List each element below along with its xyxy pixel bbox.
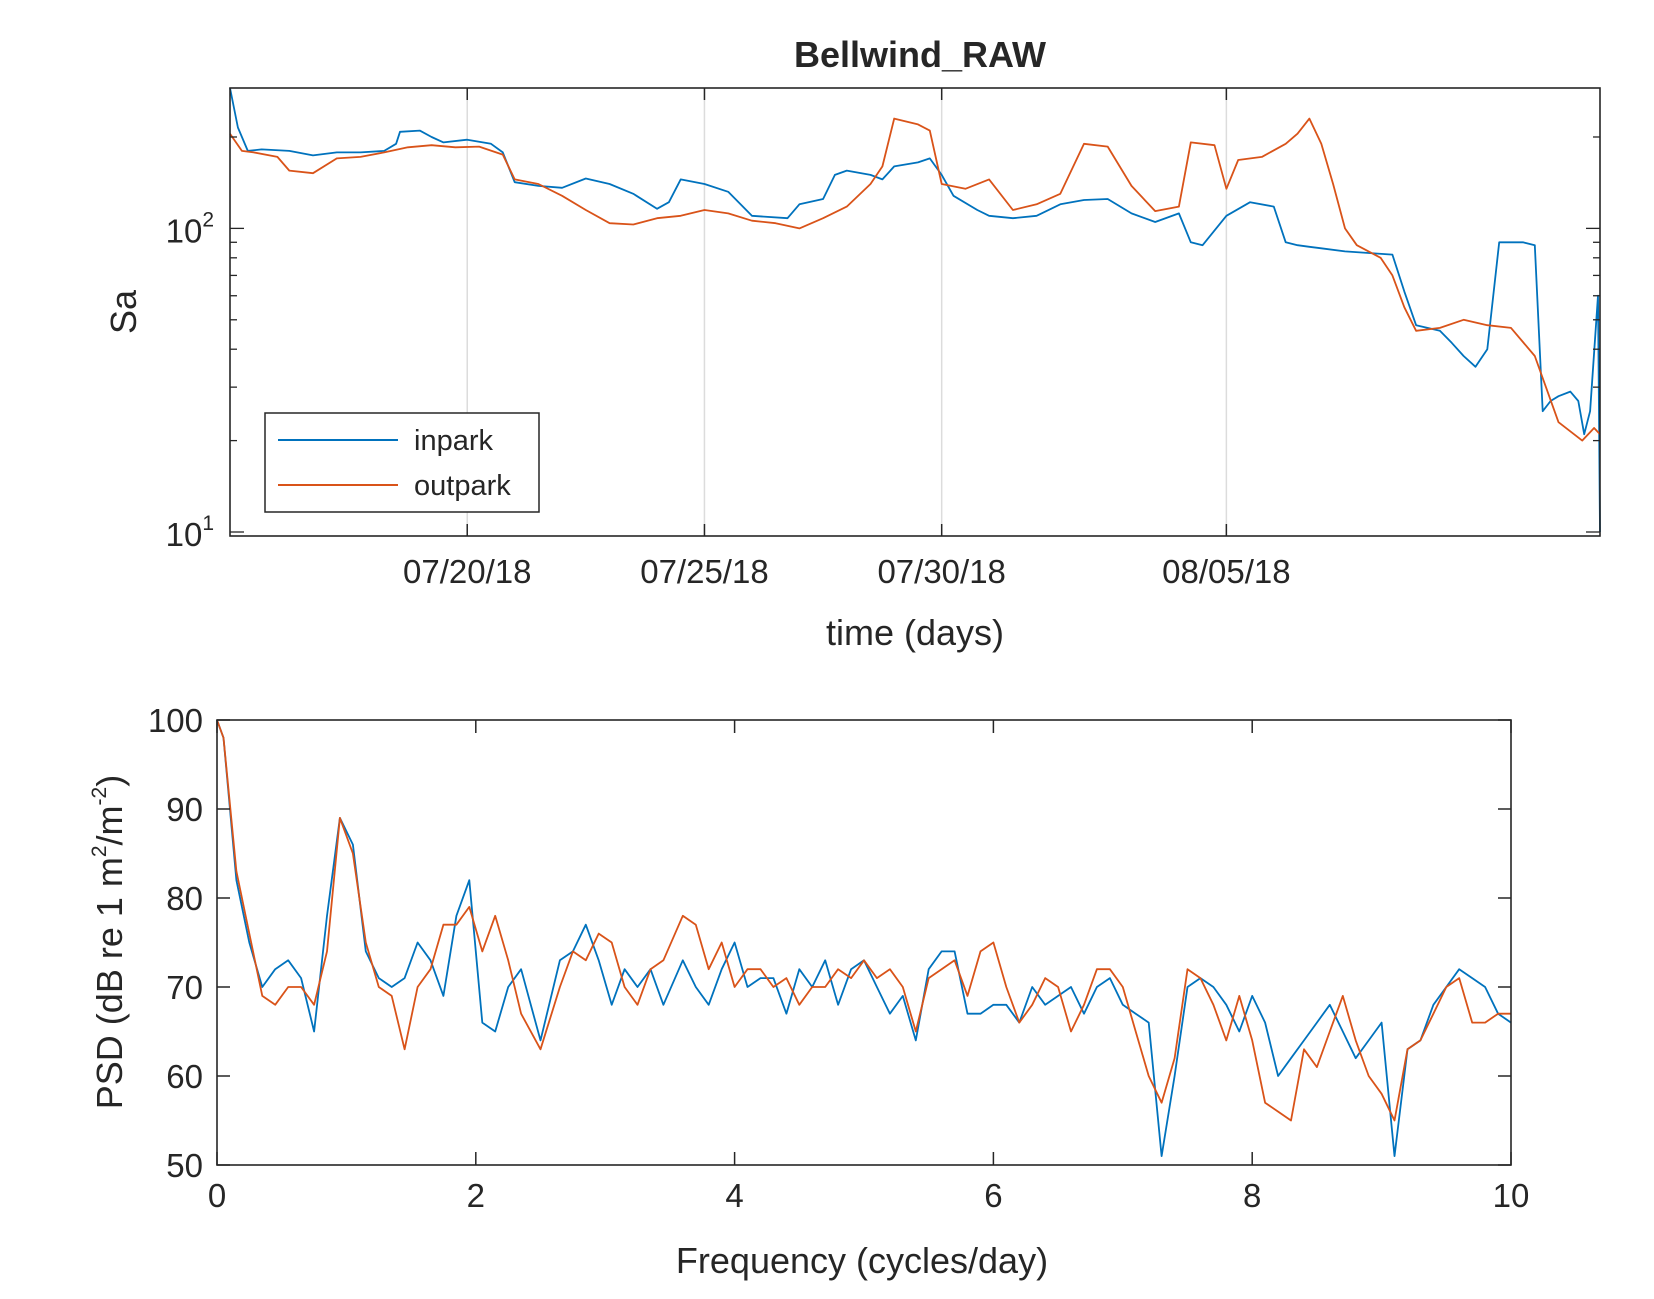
y-tick-exponent: 1 <box>202 512 214 535</box>
psd-x-tick-label: 6 <box>984 1177 1002 1214</box>
psd-x-tick-label: 4 <box>725 1177 743 1214</box>
psd-x-tick-label: 8 <box>1243 1177 1261 1214</box>
psd-plot-area <box>217 720 1511 1165</box>
timeseries-line-outpark <box>229 117 1601 442</box>
psd-axes-box <box>216 719 1512 1166</box>
psd-series <box>216 719 1512 1157</box>
timeseries-x-tick-label: 07/30/18 <box>877 553 1005 590</box>
psd-line-outpark <box>216 719 1511 1122</box>
legend-box <box>264 412 540 513</box>
psd-x-tick-label: 2 <box>467 1177 485 1214</box>
psd-y-label-main: PSD (dB re 1 m <box>89 857 130 1109</box>
y-tick-base: 10 <box>166 516 203 553</box>
timeseries-panel: Bellwind_RAW 07/20/18 07/25/18 07/30/18 08/… <box>103 34 1601 653</box>
psd-y-label-sup1: 2 <box>88 845 111 857</box>
timeseries-series <box>229 87 1601 533</box>
timeseries-y-tick-label: 101 <box>166 512 214 553</box>
y-tick-base: 10 <box>166 212 203 249</box>
psd-y-tick-label: 100 <box>148 702 203 739</box>
psd-line-inpark <box>216 719 1512 1157</box>
timeseries-x-tick-label: 07/20/18 <box>403 553 531 590</box>
psd-ticks: 0 2 4 6 8 10 50 60 70 80 90 100 <box>148 702 1529 1214</box>
timeseries-x-tick-label: 08/05/18 <box>1162 553 1290 590</box>
psd-y-label-mid: /m <box>89 805 130 845</box>
timeseries-y-tick-label: 102 <box>166 208 214 249</box>
psd-y-label: PSD (dB re 1 m2/m-2) <box>88 775 130 1109</box>
psd-y-tick-label: 90 <box>166 791 203 828</box>
timeseries-axes-box <box>229 87 1601 537</box>
psd-y-tick-label: 80 <box>166 880 203 917</box>
timeseries-x-tick-label: 07/25/18 <box>640 553 768 590</box>
psd-x-label: Frequency (cycles/day) <box>676 1240 1048 1281</box>
psd-y-tick-label: 70 <box>166 969 203 1006</box>
psd-y-tick-label: 50 <box>166 1147 203 1184</box>
legend: inpark outpark <box>264 412 540 513</box>
timeseries-y-label: Sa <box>103 289 144 334</box>
psd-panel: 0 2 4 6 8 10 50 60 70 80 90 100 Frequency (cycles/d… <box>88 702 1529 1281</box>
chart-title: Bellwind_RAW <box>794 34 1046 75</box>
psd-y-label-end: ) <box>89 775 130 787</box>
legend-label-outpark: outpark <box>414 470 511 502</box>
legend-label-inpark: inpark <box>414 425 493 457</box>
psd-y-tick-label: 60 <box>166 1058 203 1095</box>
timeseries-x-label: time (days) <box>826 612 1004 653</box>
y-tick-exponent: 2 <box>202 208 214 231</box>
timeseries-line-inpark <box>229 87 1601 533</box>
psd-y-label-sup2: -2 <box>88 787 111 806</box>
psd-x-tick-label: 10 <box>1493 1177 1530 1214</box>
psd-x-tick-label: 0 <box>208 1177 226 1214</box>
